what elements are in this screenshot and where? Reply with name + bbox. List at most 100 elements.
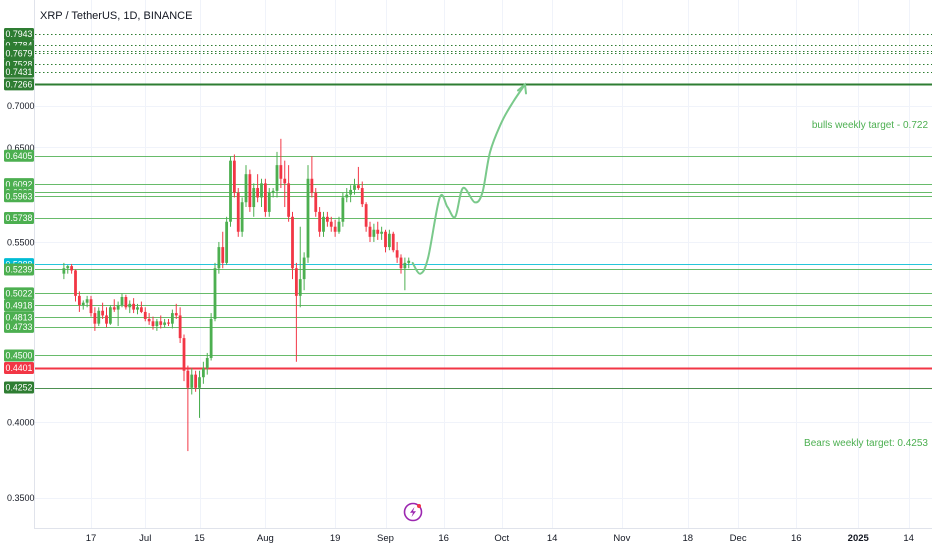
candle [155,318,159,331]
x-tick-label: Nov [613,533,630,544]
bulls-target-annotation: bulls weekly target - 0.722 [812,120,929,131]
candle-body [275,165,279,191]
candle [62,262,66,280]
candle [279,138,283,189]
candle-body [62,268,66,274]
level-badge-label: 0.5239 [6,265,33,275]
candle-body [399,257,403,269]
level-badge-label: 0.5738 [6,213,33,223]
candle [186,365,190,452]
x-tick-label: 19 [330,533,341,544]
level-badge[interactable]: 0.7431 [4,65,34,78]
candle-body [283,178,287,184]
level-badge[interactable]: 0.5738 [4,211,34,224]
candle-body [93,313,97,324]
candle-body [163,322,167,325]
candle-body [349,189,353,195]
candle-body [81,302,85,305]
candle-body [70,266,74,271]
candle [275,151,279,198]
candle-body [213,268,217,319]
level-badge[interactable]: 0.4813 [4,311,34,324]
level-badge[interactable]: 0.4733 [4,320,34,333]
candle-body [260,183,263,198]
level-badge[interactable]: 0.6405 [4,149,34,162]
candle-body [190,374,194,388]
candle-body [194,374,198,388]
candle [81,300,85,310]
level-badge-bg [4,381,34,394]
x-tick-label: 14 [903,533,914,544]
candle-body [368,226,372,237]
candle-body [380,231,384,234]
candle [170,309,174,329]
projection-arrowhead [517,82,527,95]
level-badge[interactable]: 0.5239 [4,263,34,276]
candle [143,307,147,322]
candle-body [128,303,132,308]
candle-body [236,192,240,232]
level-badge-bg [4,299,34,312]
candle-body [66,266,70,269]
candle-body [105,315,108,324]
candle-body [225,221,229,263]
level-badge[interactable]: 0.4252 [4,381,34,394]
candle [240,197,244,237]
level-badge[interactable]: 0.4500 [4,349,34,362]
level-badge[interactable]: 0.7679 [4,47,34,60]
level-badge-label: 0.7528 [6,60,33,70]
level-badge[interactable]: 0.4918 [4,299,34,312]
projection-path[interactable] [411,83,526,275]
candle [101,302,105,319]
candle-body [209,318,213,358]
level-badge-label: 0.7679 [6,48,33,58]
candle [322,211,325,237]
x-axis[interactable]: 17 Jul 15 Aug 19 Sep 16 Oct 14 Nov 18 Dec 16 2025 14 [86,533,914,544]
level-badge[interactable]: 0.7266 [4,78,34,91]
candle-body [391,233,395,251]
x-tick-label: Jul [139,533,151,544]
level-badge-bg [4,65,34,78]
level-badge-label: 0.5022 [6,289,33,299]
candle [345,188,349,203]
candle [225,216,229,266]
candle [194,370,198,392]
candle [221,231,225,269]
level-badge-bg [4,263,34,276]
candle-body [302,257,306,280]
candle [395,241,399,263]
candle [360,181,364,208]
candle-body [356,185,360,189]
candle [174,303,178,319]
candle-body [387,233,391,248]
candle [213,262,217,322]
level-badge-label: 0.4401 [6,363,33,373]
level-badge[interactable]: 0.5963 [4,190,34,203]
x-tick-label: 17 [86,533,97,544]
candle [108,304,112,325]
level-badge[interactable]: 0.7943 [4,28,34,41]
candle [217,241,221,274]
candle-body [178,315,182,339]
candle [159,315,163,329]
candle [380,226,384,240]
candle-body [279,165,283,179]
candle [376,221,380,240]
x-tick-label: 16 [438,533,449,544]
level-badge-label: 0.4733 [6,322,33,332]
candle [244,165,248,208]
candle-body [143,311,147,319]
level-badge[interactable]: 0.4401 [4,362,34,375]
candle [306,165,310,263]
candle-body [244,174,248,203]
y-tick-label: 0.4000 [7,418,35,428]
candle-body [159,321,163,325]
level-badge[interactable]: 0.5022 [4,287,34,300]
candle-body [112,307,116,310]
candle [77,291,81,312]
candle [229,156,232,227]
candle-body [384,231,387,248]
level-badge-bg [4,47,34,60]
y-axis[interactable]: 0.35000.40000.55000.65000.70000.79430.77… [4,28,35,503]
